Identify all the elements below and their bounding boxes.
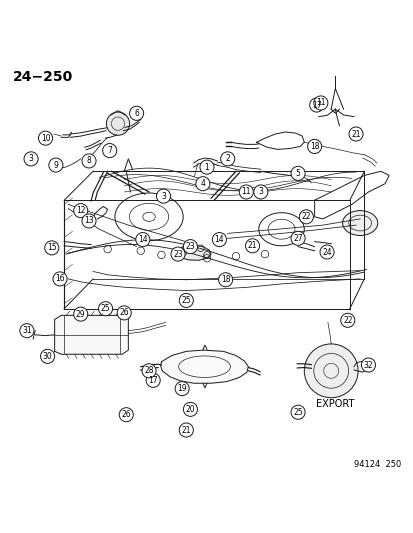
Text: 11: 11 [241,188,250,197]
Text: 2: 2 [225,155,230,163]
Circle shape [253,185,267,199]
Circle shape [218,273,232,287]
Circle shape [290,166,304,180]
Circle shape [212,232,226,247]
Circle shape [49,158,63,172]
Circle shape [53,272,67,286]
Text: 6: 6 [134,109,139,118]
Circle shape [290,405,304,419]
Text: 14: 14 [214,235,224,244]
Text: 8: 8 [86,156,91,165]
Circle shape [135,232,150,247]
Ellipse shape [342,211,377,236]
Circle shape [195,176,209,191]
Circle shape [102,143,116,158]
Circle shape [119,408,133,422]
Text: 94124  250: 94124 250 [354,461,401,470]
Text: 19: 19 [177,384,187,393]
Text: 5: 5 [295,169,300,178]
Circle shape [38,131,52,145]
Text: 28: 28 [144,366,153,375]
Circle shape [117,306,131,320]
Text: 26: 26 [121,410,131,419]
Polygon shape [55,316,128,354]
Circle shape [45,241,59,255]
Circle shape [40,349,55,364]
Circle shape [146,373,160,387]
Circle shape [313,96,327,110]
Circle shape [220,152,234,166]
Text: 18: 18 [309,142,318,151]
Circle shape [183,402,197,416]
Circle shape [74,204,88,217]
Circle shape [20,324,34,338]
Text: 16: 16 [55,274,65,284]
Text: 9: 9 [53,160,58,169]
Text: 26: 26 [119,309,129,317]
Circle shape [106,112,129,135]
Text: 13: 13 [84,216,94,225]
Circle shape [245,239,259,253]
Circle shape [319,245,333,259]
Circle shape [129,106,143,120]
Circle shape [142,364,156,378]
Text: 3: 3 [258,188,263,197]
Text: 12: 12 [76,206,85,215]
Circle shape [179,293,193,308]
Text: 30: 30 [43,352,52,361]
Text: 10: 10 [40,134,50,143]
Text: 11: 11 [316,99,325,108]
Text: 3: 3 [28,155,33,163]
Text: 14: 14 [138,235,147,244]
Text: 24: 24 [321,247,331,256]
Text: 20: 20 [185,405,195,414]
Text: 25: 25 [292,408,302,417]
Text: 25: 25 [100,304,110,313]
Text: 7: 7 [107,146,112,155]
Circle shape [98,302,112,316]
Circle shape [82,154,96,168]
Circle shape [171,247,185,261]
Circle shape [309,98,323,112]
Circle shape [179,423,193,437]
Text: 21: 21 [181,425,190,434]
Circle shape [299,210,313,224]
Text: 15: 15 [47,244,57,252]
Text: 22: 22 [301,212,310,221]
Text: 31: 31 [22,326,32,335]
Circle shape [290,231,304,245]
Circle shape [304,344,357,398]
Circle shape [340,313,354,327]
Text: 18: 18 [221,275,230,284]
Text: 32: 32 [363,360,373,369]
Text: 17: 17 [148,376,158,385]
Text: 25: 25 [181,296,191,305]
Circle shape [307,140,321,154]
Text: EXPORT: EXPORT [316,399,354,409]
Text: 1: 1 [204,163,209,172]
Text: 24−250: 24−250 [12,70,73,84]
Text: 22: 22 [342,316,351,325]
Text: 3: 3 [161,192,166,200]
Circle shape [82,214,96,228]
Circle shape [183,240,197,254]
Circle shape [175,382,189,395]
Text: 27: 27 [292,234,302,243]
Circle shape [24,152,38,166]
Text: 23: 23 [185,242,195,251]
Text: 21: 21 [351,130,360,139]
Polygon shape [160,350,248,383]
Circle shape [156,189,170,203]
Text: 23: 23 [173,249,183,259]
Text: 29: 29 [76,310,85,319]
Polygon shape [178,245,211,260]
Circle shape [199,160,214,174]
Text: 4: 4 [200,179,205,188]
Circle shape [348,127,362,141]
Text: 21: 21 [247,241,256,251]
Text: 17: 17 [311,101,321,110]
Circle shape [74,307,88,321]
Circle shape [361,358,375,372]
Circle shape [239,185,253,199]
